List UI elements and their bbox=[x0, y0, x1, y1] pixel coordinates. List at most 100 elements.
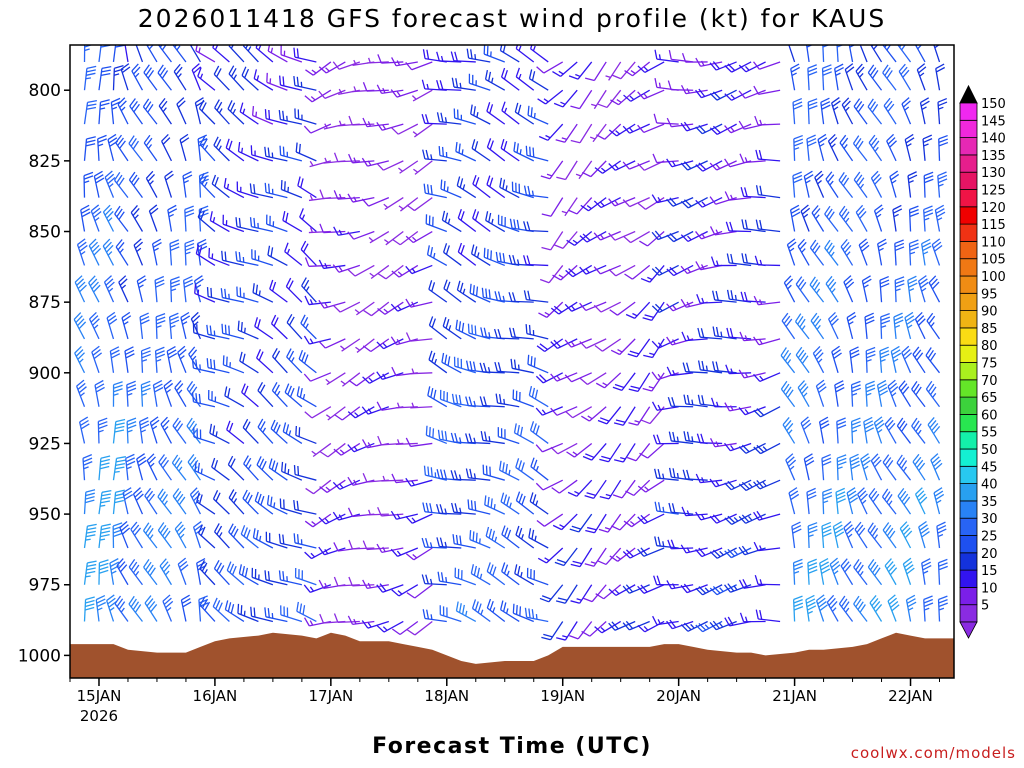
barb-staff bbox=[144, 495, 158, 515]
barb-staff bbox=[112, 68, 116, 91]
barb-staff bbox=[579, 89, 593, 109]
wind-barb bbox=[564, 372, 592, 383]
barb-flag bbox=[406, 204, 415, 212]
barb-staff bbox=[515, 76, 535, 91]
wind-barb bbox=[332, 61, 361, 70]
barb-half-flag bbox=[179, 533, 185, 539]
barb-half-flag bbox=[558, 70, 564, 75]
barb-staff bbox=[135, 45, 144, 63]
barb-flag bbox=[437, 571, 441, 582]
wind-barb bbox=[347, 264, 375, 277]
barb-half-flag bbox=[676, 472, 679, 479]
wind-barb bbox=[611, 513, 636, 531]
wind-barb bbox=[211, 457, 230, 481]
wind-barb bbox=[293, 75, 317, 91]
wind-barb bbox=[637, 547, 665, 557]
barb-flag bbox=[97, 134, 107, 140]
barb-flag bbox=[137, 278, 147, 285]
barb-half-flag bbox=[649, 352, 655, 356]
barb-flag bbox=[228, 140, 233, 151]
wind-barb bbox=[304, 89, 332, 103]
wind-barb bbox=[95, 594, 106, 622]
wind-barb bbox=[318, 61, 346, 74]
barb-staff bbox=[511, 300, 534, 303]
barb-staff bbox=[484, 504, 506, 515]
barb-staff bbox=[546, 547, 564, 564]
barb-flag bbox=[347, 476, 354, 486]
barb-half-flag bbox=[382, 342, 388, 348]
wind-barb bbox=[528, 385, 549, 408]
barb-flag bbox=[115, 134, 123, 143]
wind-barb bbox=[514, 564, 535, 586]
barb-flag bbox=[78, 241, 87, 249]
barb-staff bbox=[671, 372, 694, 377]
wind-barb bbox=[112, 64, 124, 91]
barb-staff bbox=[199, 144, 216, 162]
barb-flag bbox=[282, 110, 285, 121]
barb-staff bbox=[207, 333, 230, 340]
barb-staff bbox=[643, 123, 665, 134]
barb-staff bbox=[671, 440, 694, 445]
barb-half-flag bbox=[310, 96, 316, 101]
barb-flag bbox=[304, 95, 313, 103]
barb-flag bbox=[211, 174, 217, 185]
barb-flag bbox=[132, 524, 140, 533]
barb-flag bbox=[159, 67, 166, 76]
wind-barb bbox=[523, 185, 549, 199]
wind-barb bbox=[626, 443, 651, 462]
wind-barb bbox=[155, 312, 166, 339]
barb-staff bbox=[170, 280, 173, 303]
barb-staff bbox=[578, 160, 593, 180]
barb-flag bbox=[117, 242, 125, 251]
barb-half-flag bbox=[141, 358, 148, 362]
barb-staff bbox=[600, 197, 621, 209]
barb-flag bbox=[579, 266, 587, 275]
barb-staff bbox=[608, 479, 622, 500]
barb-flag bbox=[473, 246, 478, 256]
barb-flag bbox=[243, 455, 249, 465]
barb-flag bbox=[594, 167, 603, 174]
barb-flag bbox=[666, 198, 674, 207]
barb-flag bbox=[405, 515, 413, 524]
barb-flag bbox=[189, 487, 198, 495]
barb-flag bbox=[671, 503, 676, 513]
barb-flag bbox=[486, 138, 492, 148]
barb-half-flag bbox=[156, 358, 162, 362]
barb-flag bbox=[288, 280, 294, 290]
barb-flag bbox=[614, 383, 625, 389]
barb-staff bbox=[414, 197, 433, 212]
wind-barb bbox=[250, 606, 274, 623]
wind-barb bbox=[535, 372, 564, 384]
barb-staff bbox=[252, 114, 274, 125]
barb-half-flag bbox=[476, 111, 479, 118]
wind-barb bbox=[116, 558, 129, 586]
barb-half-flag bbox=[353, 445, 358, 451]
barb-flag bbox=[126, 460, 136, 466]
barb-flag bbox=[523, 255, 527, 265]
barb-staff bbox=[194, 292, 216, 303]
barb-flag bbox=[473, 106, 476, 116]
barb-half-flag bbox=[462, 184, 466, 190]
barb-flag bbox=[709, 62, 717, 71]
barb-staff bbox=[456, 185, 477, 199]
barb-flag bbox=[271, 281, 277, 292]
barb-flag bbox=[108, 137, 118, 144]
barb-flag bbox=[264, 109, 267, 119]
barb-flag bbox=[162, 137, 171, 145]
barb-flag bbox=[148, 456, 156, 465]
barb-flag bbox=[270, 419, 276, 429]
wind-barb bbox=[122, 487, 134, 515]
wind-barb bbox=[348, 115, 375, 126]
barb-flag bbox=[184, 212, 195, 218]
colorbar-label: 5 bbox=[981, 599, 989, 614]
barb-flag bbox=[584, 495, 594, 499]
barb-staff bbox=[237, 329, 259, 340]
wind-barb bbox=[347, 230, 375, 240]
barb-half-flag bbox=[562, 635, 568, 638]
barb-flag bbox=[230, 67, 237, 77]
barb-flag bbox=[116, 174, 123, 184]
barb-flag bbox=[640, 277, 651, 283]
barb-half-flag bbox=[570, 341, 576, 347]
barb-flag bbox=[249, 217, 253, 227]
barb-staff bbox=[485, 219, 506, 233]
